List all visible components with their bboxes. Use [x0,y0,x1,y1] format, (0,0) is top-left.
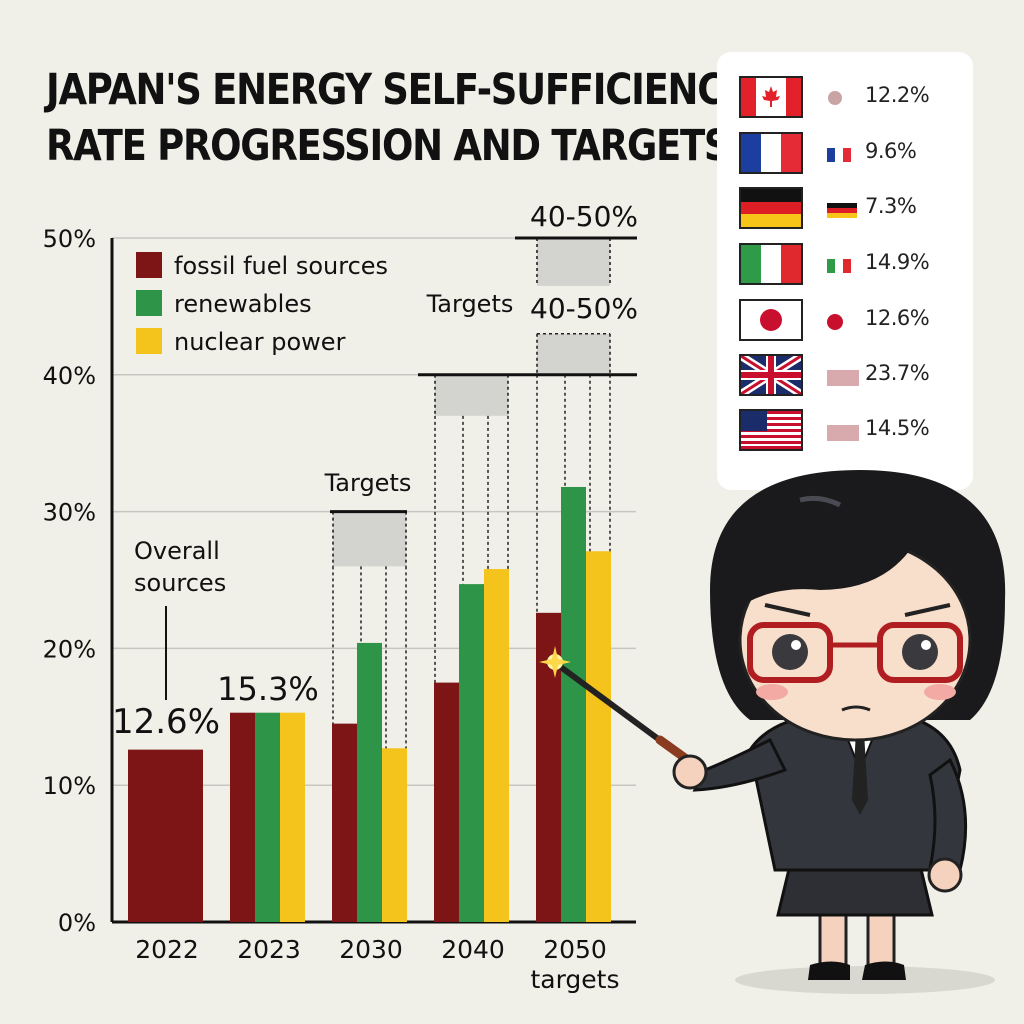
bar-nuclear-power [484,569,509,922]
germany-value-marker [827,203,857,218]
target-label-2030: Targets [324,469,412,497]
country-row-canada: 12.2% [739,76,959,120]
target-range-box [333,511,406,567]
bar-renewables [255,712,280,922]
italy-flag-icon [739,243,803,285]
country-row-japan: 12.6% [739,299,959,343]
canada-value-marker [828,91,842,105]
target-range-box [435,374,508,416]
japan-value: 12.6% [865,306,930,330]
country-row-italy: 14.9% [739,243,959,287]
canada-flag-icon [739,76,803,118]
bar-nuclear-power [280,712,305,922]
uk-flag-icon [739,354,803,396]
country-row-usa: 14.5% [739,409,959,453]
italy-value-marker [827,259,851,273]
value-label-2022: 12.6% [112,702,220,742]
legend-label: renewables [174,290,312,318]
bar-renewables [357,642,382,922]
italy-value: 14.9% [865,250,930,274]
country-row-uk: 23.7% [739,354,959,398]
france-value-marker [827,148,851,162]
france-value: 9.6% [865,139,917,163]
germany-flag-icon [739,187,803,229]
target-range-box [537,333,610,375]
y-tick-label: 40% [43,362,96,390]
france-flag-icon [739,132,803,174]
x-tick-label: 2050 targets [530,935,619,994]
x-tick-label: 2023 [237,935,301,964]
canada-value: 12.2% [865,83,930,107]
japan-flag-icon [739,299,803,341]
usa-value: 14.5% [865,416,930,440]
legend-swatch [136,252,162,278]
bar-nuclear-power [382,748,407,922]
bar-renewables [459,584,484,922]
target-label-2040: Targets [426,290,514,318]
legend-swatch [136,290,162,316]
x-tick-label: 2030 [339,935,403,964]
annotation-overall-line-2: sources [134,569,226,597]
annotation-overall-line-1: Overall [134,537,220,565]
value-label-2023: 15.3% [217,670,319,708]
usa-flag-icon [739,409,803,451]
bar-chart: 0% 10% 20% 30% 40% 50% fossil fuel sources rene… [43,200,638,994]
legend-label: nuclear power [174,328,346,356]
target-range-box [537,238,610,286]
country-row-germany: 7.3% [739,187,959,231]
target-label-2050-lower: 40-50% [530,292,638,325]
y-tick-label: 30% [43,499,96,527]
teacher-character-illustration [539,470,1006,994]
y-tick-label: 50% [43,225,96,253]
japan-value-marker [827,314,843,330]
bar-fossil-fuel-sources [434,682,459,922]
bar-fossil-fuel-sources [128,749,203,922]
usa-value-marker [827,425,859,441]
uk-value: 23.7% [865,361,930,385]
target-label-2050-upper: 40-50% [530,200,638,233]
y-tick-label: 10% [43,772,96,800]
country-row-france: 9.6% [739,132,959,176]
germany-value: 7.3% [865,194,917,218]
y-tick-label: 0% [58,909,96,937]
x-tick-label: 2022 [135,935,199,964]
bar-fossil-fuel-sources [230,712,255,922]
bar-nuclear-power [586,551,611,922]
legend-label: fossil fuel sources [174,252,388,280]
country-comparison-panel: 12.2% 9.6% 7.3% 14.9% 12.6% 23.7% [717,52,973,490]
legend-swatch [136,328,162,354]
bar-renewables [561,486,586,922]
x-tick-label: 2040 [441,935,505,964]
uk-value-marker [827,370,859,386]
bar-fossil-fuel-sources [332,723,357,922]
y-tick-label: 20% [43,635,96,663]
